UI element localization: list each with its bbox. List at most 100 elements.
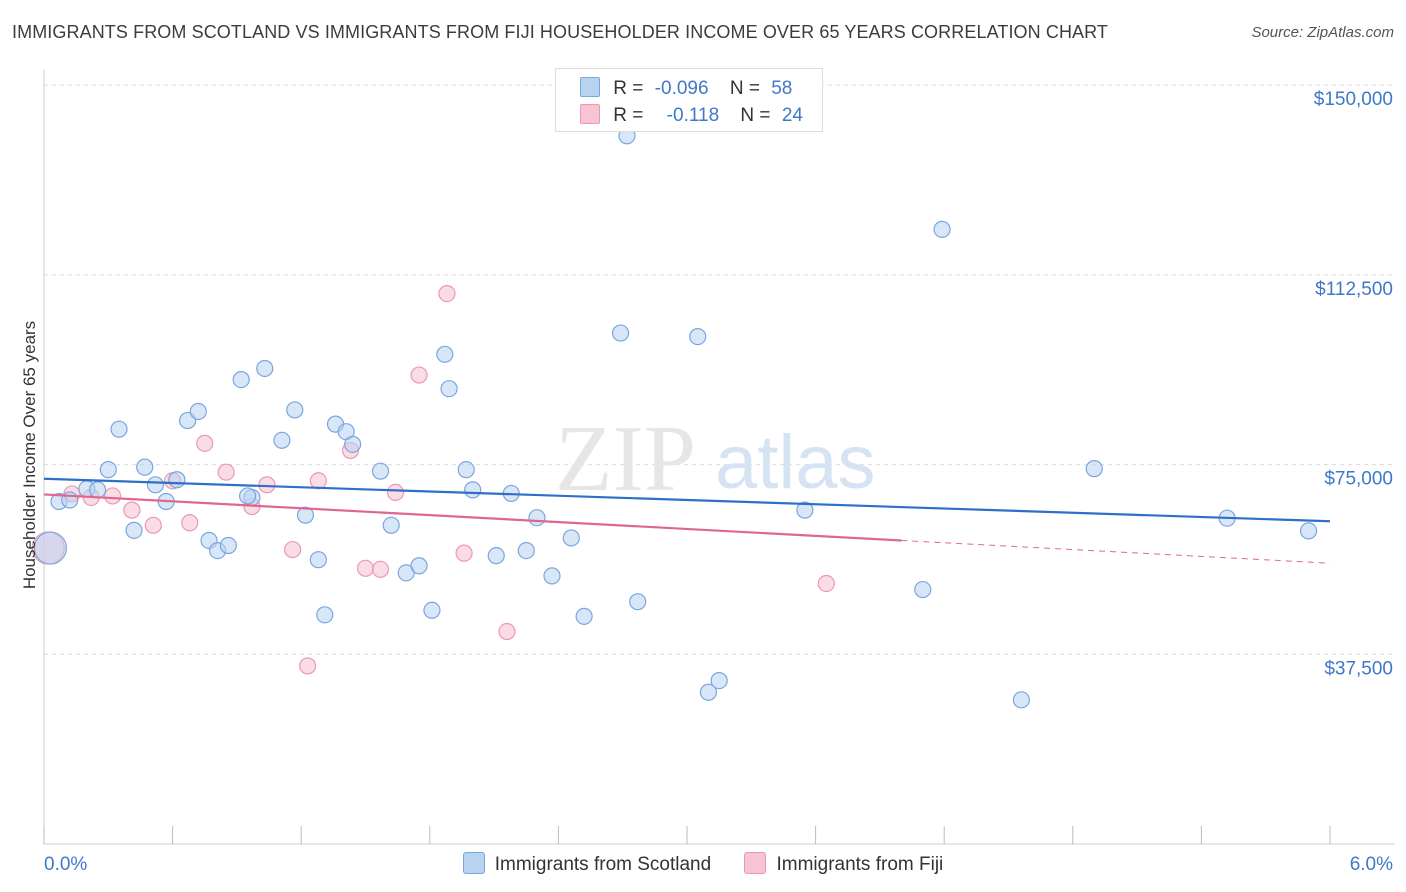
scotland-point [796, 501, 814, 519]
fiji-point [356, 559, 375, 577]
scotland-points [33, 127, 1318, 709]
scotland-point [528, 509, 546, 527]
scotland-point [611, 324, 630, 342]
scotland-point [316, 606, 334, 624]
scotland-point [699, 683, 718, 701]
x-tick-label-max: 6.0% [1350, 854, 1393, 875]
y-tick-label: $112,500 [1315, 279, 1393, 300]
fiji-point [498, 622, 516, 641]
scotland-point [232, 371, 250, 389]
fiji-point [103, 487, 122, 505]
scotland-point [1085, 460, 1103, 478]
legend-n-label: N = [740, 105, 771, 126]
scotland-point [562, 529, 580, 547]
fiji-trend-line [43, 493, 902, 542]
scotland-point [168, 471, 186, 489]
legend-swatch-fiji [580, 104, 600, 124]
grid-lines [44, 84, 1395, 655]
fiji-trend-extension [901, 539, 1331, 564]
scotland-point [436, 345, 454, 363]
scotland-point [239, 487, 257, 505]
fiji-point [258, 476, 276, 494]
scotland-point [88, 481, 107, 499]
scotland-point [136, 458, 154, 476]
legend-swatch-fiji [744, 852, 767, 874]
scotland-point [933, 220, 951, 238]
scotland-point [423, 601, 441, 619]
fiji-point [817, 574, 835, 593]
fiji-point [309, 472, 327, 490]
legend-n-label: N = [729, 78, 760, 99]
stats-legend: R = -0.096 N = 58 R = -0.118 N = 24 [555, 68, 823, 132]
fiji-point [123, 501, 141, 519]
fiji-point [438, 285, 456, 303]
scotland-point [273, 431, 291, 449]
chart-source: Source: ZipAtlas.com [1251, 24, 1394, 41]
y-axis-label: Householder Income Over 65 years [20, 321, 39, 589]
scotland-point [517, 541, 535, 560]
legend-swatch-scotland [580, 77, 600, 97]
scotland-point [382, 516, 400, 534]
scotland-point [440, 380, 458, 398]
legend-label-scotland: Immigrants from Scotland [494, 854, 712, 875]
y-tick-label: $37,500 [1324, 658, 1393, 679]
legend-row-fiji: R = -0.118 N = 24 [580, 104, 803, 127]
legend-r-label: R = [613, 78, 644, 99]
fiji-point [144, 516, 162, 534]
scotland-point [464, 481, 482, 499]
watermark-zip: ZIP [555, 407, 696, 511]
fiji-point [299, 657, 317, 675]
y-tick-label: $75,000 [1324, 469, 1393, 490]
fiji-point [196, 434, 214, 452]
watermark-atlas: atlas [715, 420, 876, 505]
scotland-point [689, 328, 707, 346]
fiji-point [410, 366, 428, 384]
legend-r-value: -0.096 [654, 78, 709, 99]
scotland-point [256, 359, 274, 378]
x-tick-label-min: 0.0% [44, 854, 87, 875]
trend-lines [43, 477, 1331, 564]
scotland-point [99, 461, 117, 479]
scotland-point [309, 551, 327, 569]
scotland-point [710, 671, 728, 690]
fiji-point [371, 560, 390, 578]
scotland-trend-line [43, 477, 1331, 523]
series-legend: Immigrants from Scotland Immigrants from… [0, 852, 1406, 876]
axes [43, 70, 1395, 845]
scotland-point [33, 531, 68, 565]
scotland-point [629, 593, 647, 611]
scotland-point [457, 461, 475, 479]
scotland-point [1012, 691, 1030, 709]
y-tick-label: $150,000 [1314, 89, 1393, 110]
fiji-point [217, 463, 235, 481]
scotland-point [914, 580, 932, 599]
tick-labels: $37,500 $75,000 $112,500 $150,000 0.0% 6.0% [44, 89, 1393, 875]
scotland-point [146, 476, 165, 494]
scotland-point [61, 491, 79, 509]
fiji-point [284, 540, 302, 559]
scotland-point [410, 557, 428, 575]
legend-item-fiji[interactable]: Immigrants from Fiji [744, 852, 943, 876]
legend-swatch-scotland [462, 852, 485, 874]
legend-label-fiji: Immigrants from Fiji [776, 854, 944, 875]
legend-r-label: R = [613, 105, 644, 126]
scotland-point [344, 435, 362, 453]
scotland-point [189, 402, 207, 421]
scotland-point [371, 462, 390, 480]
legend-item-scotland[interactable]: Immigrants from Scotland [462, 852, 712, 876]
legend-r-value: -0.118 [666, 105, 720, 126]
scotland-point [487, 547, 505, 565]
chart-title: IMMIGRANTS FROM SCOTLAND VS IMMIGRANTS F… [12, 22, 1109, 42]
scotland-point [575, 607, 593, 625]
scotland-point [286, 401, 304, 419]
scotland-point [543, 567, 561, 585]
scotland-point [296, 506, 315, 524]
scotland-point [125, 521, 143, 539]
legend-row-scotland: R = -0.096 N = 58 [580, 77, 792, 100]
legend-n-value: 24 [781, 105, 803, 126]
fiji-point [386, 483, 405, 502]
scotland-point [110, 420, 128, 438]
scotland-point [219, 536, 237, 555]
scotland-point [1299, 522, 1318, 540]
